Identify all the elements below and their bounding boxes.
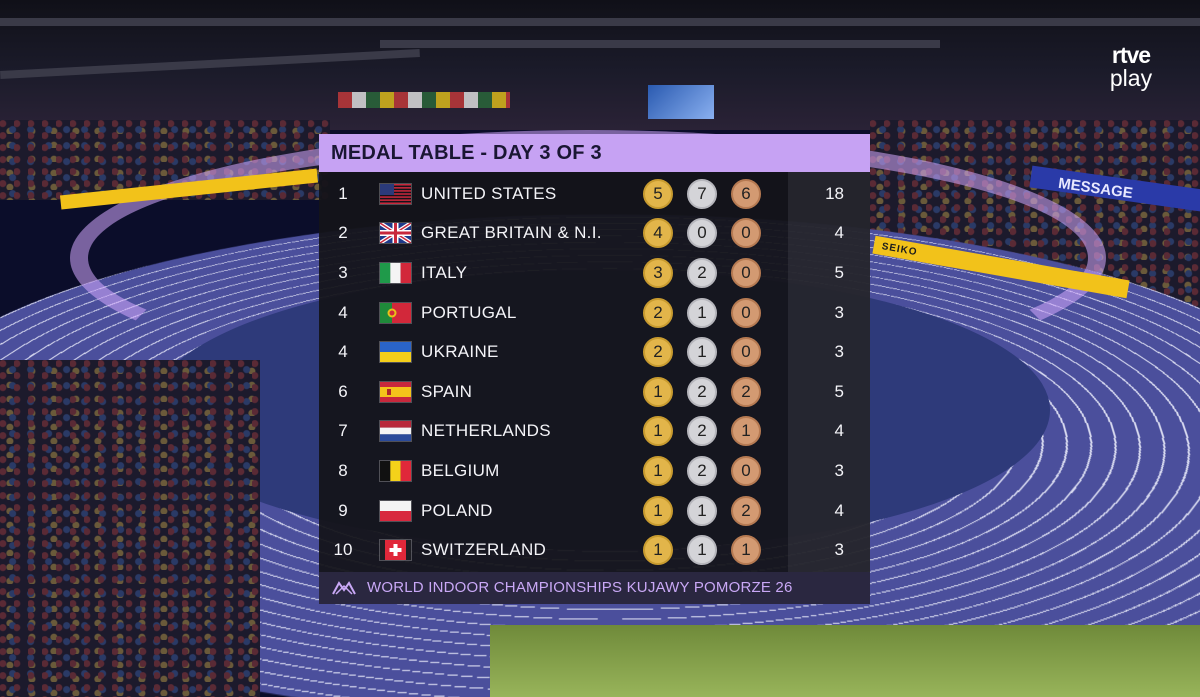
total-medal-count: 4 [834, 223, 844, 243]
us-flag-icon [379, 182, 412, 205]
infield-floor [490, 625, 1200, 697]
silver-medal-count: 7 [687, 178, 717, 209]
gold-medal-count: 1 [643, 376, 673, 407]
medal-table-title: MEDAL TABLE - DAY 3 OF 3 [319, 134, 870, 172]
country-name: GREAT BRITAIN & N.I. [421, 223, 602, 243]
logo-line2: play [1109, 65, 1153, 91]
medal-table-row: 3 ITALY 3 2 0 5 [319, 253, 870, 293]
world-athletics-icon [332, 581, 356, 595]
poland-flag-icon [379, 499, 412, 522]
total-medal-count: 3 [834, 460, 844, 480]
total-medal-count: 3 [834, 342, 844, 362]
silver-medal-count: 1 [687, 535, 717, 566]
bronze-medal-count: 0 [731, 297, 761, 328]
medal-table-row: 4 UKRAINE 2 1 0 3 [319, 332, 870, 372]
rank: 7 [338, 421, 348, 441]
gold-medal-count: 1 [643, 455, 673, 486]
crowd-bottom-left [0, 360, 260, 697]
logo-line1: rtve [1111, 42, 1151, 68]
rank: 1 [338, 183, 348, 203]
country-name: POLAND [421, 500, 493, 520]
total-medal-count: 5 [834, 262, 844, 282]
bronze-medal-count: 1 [731, 535, 761, 566]
bronze-medal-count: 2 [731, 495, 761, 526]
gold-medal-count: 1 [643, 535, 673, 566]
medal-table-row: 2 GREAT BRITAIN & N.I. 4 0 0 4 [319, 214, 870, 254]
rtve-play-logo: rtve play [1098, 44, 1164, 90]
country-name: SWITZERLAND [421, 540, 547, 560]
spain-flag-icon [379, 380, 412, 403]
rank: 4 [338, 302, 348, 322]
rank: 2 [338, 223, 348, 243]
bronze-medal-count: 2 [731, 376, 761, 407]
bronze-medal-count: 0 [731, 337, 761, 368]
silver-medal-count: 1 [687, 297, 717, 328]
total-medal-count: 3 [834, 302, 844, 322]
country-name: ITALY [421, 262, 468, 282]
gold-medal-count: 3 [643, 257, 673, 288]
bronze-medal-count: 6 [731, 178, 761, 209]
rank: 6 [338, 381, 348, 401]
medal-table-row: 6 SPAIN 1 2 2 5 [319, 372, 870, 412]
gold-medal-count: 5 [643, 178, 673, 209]
country-name: UNITED STATES [421, 183, 557, 203]
medal-table-row: 8 BELGIUM 1 2 0 3 [319, 451, 870, 491]
country-name: NETHERLANDS [421, 421, 551, 441]
rank: 8 [338, 460, 348, 480]
total-medal-count: 4 [834, 421, 844, 441]
portugal-flag-icon [379, 301, 412, 324]
medal-table-footer: WORLD INDOOR CHAMPIONSHIPS KUJAWY POMORZ… [319, 571, 870, 604]
silver-medal-count: 1 [687, 337, 717, 368]
medal-table: MEDAL TABLE - DAY 3 OF 3 1 UNITED STATES 5… [319, 134, 870, 604]
total-medal-count: 3 [834, 540, 844, 560]
medal-table-row: 9 POLAND 1 1 2 4 [319, 491, 870, 531]
country-name: SPAIN [421, 381, 473, 401]
rank: 3 [338, 262, 348, 282]
silver-medal-count: 2 [687, 416, 717, 447]
belgium-flag-icon [379, 459, 412, 482]
medal-table-row: 4 PORTUGAL 2 1 0 3 [319, 293, 870, 333]
switzerland-flag-icon [379, 539, 412, 562]
silver-medal-count: 0 [687, 218, 717, 249]
country-name: UKRAINE [421, 342, 499, 362]
silver-medal-count: 2 [687, 376, 717, 407]
gold-medal-count: 2 [643, 297, 673, 328]
total-medal-count: 5 [834, 381, 844, 401]
arena-video-screen [648, 85, 714, 119]
bronze-medal-count: 0 [731, 257, 761, 288]
rank: 4 [338, 342, 348, 362]
ukraine-flag-icon [379, 341, 412, 364]
medal-table-row: 10 SWITZERLAND 1 1 1 3 [319, 530, 870, 570]
arena-flags [338, 92, 510, 108]
medal-table-body: 1 UNITED STATES 5 7 6 18 2 GREAT BRITAIN & N.I.… [319, 172, 870, 572]
bronze-medal-count: 0 [731, 218, 761, 249]
bronze-medal-count: 0 [731, 455, 761, 486]
gb-flag-icon [379, 222, 412, 245]
gold-medal-count: 1 [643, 416, 673, 447]
arena-roof [0, 0, 1200, 130]
italy-flag-icon [379, 261, 412, 284]
silver-medal-count: 1 [687, 495, 717, 526]
championship-name: WORLD INDOOR CHAMPIONSHIPS KUJAWY POMORZ… [367, 579, 793, 597]
medal-table-row: 7 NETHERLANDS 1 2 1 4 [319, 412, 870, 452]
netherlands-flag-icon [379, 420, 412, 443]
country-name: PORTUGAL [421, 302, 517, 322]
gold-medal-count: 1 [643, 495, 673, 526]
rank: 10 [333, 540, 353, 560]
total-column-background [788, 172, 870, 572]
medal-table-row: 1 UNITED STATES 5 7 6 18 [319, 174, 870, 214]
total-medal-count: 4 [834, 500, 844, 520]
silver-medal-count: 2 [687, 257, 717, 288]
gold-medal-count: 4 [643, 218, 673, 249]
country-name: BELGIUM [421, 460, 500, 480]
gold-medal-count: 2 [643, 337, 673, 368]
total-medal-count: 18 [825, 183, 844, 203]
bronze-medal-count: 1 [731, 416, 761, 447]
rank: 9 [338, 500, 348, 520]
silver-medal-count: 2 [687, 455, 717, 486]
